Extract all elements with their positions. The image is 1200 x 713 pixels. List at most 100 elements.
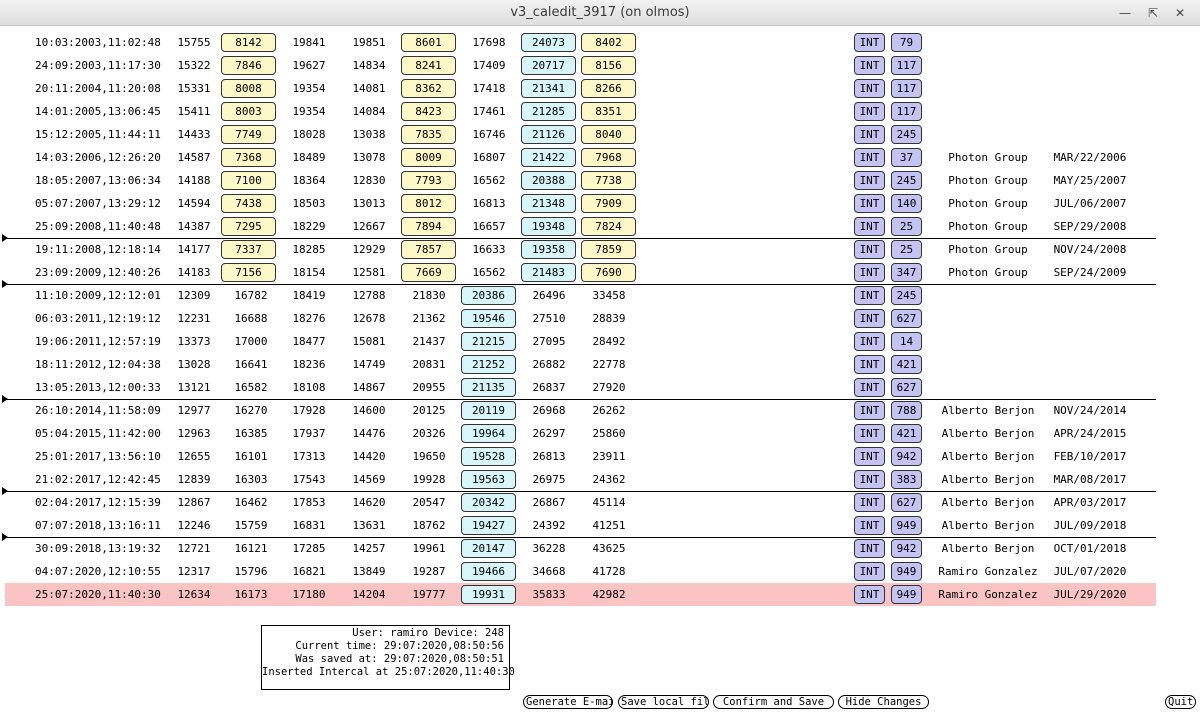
value-field[interactable]: 8142 <box>221 33 276 52</box>
minimize-icon[interactable]: — <box>1119 6 1131 20</box>
value-field[interactable]: 24073 <box>521 33 576 52</box>
type-button[interactable]: INT <box>854 263 885 282</box>
value-field[interactable]: 21483 <box>521 263 576 282</box>
restore-icon[interactable]: ⇱ <box>1147 6 1159 20</box>
type-button[interactable]: INT <box>854 217 885 236</box>
value-field[interactable]: 8362 <box>401 79 456 98</box>
type-button[interactable]: INT <box>854 378 885 397</box>
value-field[interactable]: 19964 <box>461 424 516 443</box>
code-button[interactable]: 245 <box>891 125 922 144</box>
code-button[interactable]: 14 <box>891 332 922 351</box>
code-button[interactable]: 25 <box>891 240 922 259</box>
code-button[interactable]: 383 <box>891 470 922 489</box>
type-button[interactable]: INT <box>854 516 885 535</box>
type-button[interactable]: INT <box>854 493 885 512</box>
value-field[interactable]: 7894 <box>401 217 456 236</box>
value-field[interactable]: 7690 <box>581 263 636 282</box>
value-field[interactable]: 20386 <box>461 286 516 305</box>
type-button[interactable]: INT <box>854 585 885 604</box>
type-button[interactable]: INT <box>854 125 885 144</box>
value-field[interactable]: 19348 <box>521 217 576 236</box>
value-field[interactable]: 7438 <box>221 194 276 213</box>
type-button[interactable]: INT <box>854 240 885 259</box>
value-field[interactable]: 21422 <box>521 148 576 167</box>
type-button[interactable]: INT <box>854 424 885 443</box>
code-button[interactable]: 347 <box>891 263 922 282</box>
code-button[interactable]: 421 <box>891 355 922 374</box>
code-button[interactable]: 421 <box>891 424 922 443</box>
value-field[interactable]: 20388 <box>521 171 576 190</box>
type-button[interactable]: INT <box>854 355 885 374</box>
value-field[interactable]: 21285 <box>521 102 576 121</box>
value-field[interactable]: 7846 <box>221 56 276 75</box>
code-button[interactable]: 949 <box>891 562 922 581</box>
type-button[interactable]: INT <box>854 79 885 98</box>
value-field[interactable]: 21135 <box>461 378 516 397</box>
value-field[interactable]: 7793 <box>401 171 456 190</box>
code-button[interactable]: 245 <box>891 171 922 190</box>
value-field[interactable]: 8012 <box>401 194 456 213</box>
value-field[interactable]: 7835 <box>401 125 456 144</box>
type-button[interactable]: INT <box>854 309 885 328</box>
code-button[interactable]: 245 <box>891 286 922 305</box>
value-field[interactable]: 19528 <box>461 447 516 466</box>
value-field[interactable]: 7909 <box>581 194 636 213</box>
quit-button[interactable]: Quit <box>1165 695 1196 709</box>
value-field[interactable]: 8009 <box>401 148 456 167</box>
value-field[interactable]: 7857 <box>401 240 456 259</box>
code-button[interactable]: 627 <box>891 493 922 512</box>
value-field[interactable]: 21341 <box>521 79 576 98</box>
value-field[interactable]: 21215 <box>461 332 516 351</box>
value-field[interactable]: 7824 <box>581 217 636 236</box>
type-button[interactable]: INT <box>854 194 885 213</box>
generate-email-button[interactable]: Generate E-mail <box>523 695 613 709</box>
code-button[interactable]: 942 <box>891 447 922 466</box>
type-button[interactable]: INT <box>854 332 885 351</box>
code-button[interactable]: 788 <box>891 401 922 420</box>
type-button[interactable]: INT <box>854 401 885 420</box>
type-button[interactable]: INT <box>854 539 885 558</box>
value-field[interactable]: 8008 <box>221 79 276 98</box>
value-field[interactable]: 7100 <box>221 171 276 190</box>
value-field[interactable]: 8423 <box>401 102 456 121</box>
value-field[interactable]: 7738 <box>581 171 636 190</box>
value-field[interactable]: 7337 <box>221 240 276 259</box>
value-field[interactable]: 8402 <box>581 33 636 52</box>
value-field[interactable]: 20119 <box>461 401 516 420</box>
value-field[interactable]: 7368 <box>221 148 276 167</box>
code-button[interactable]: 949 <box>891 585 922 604</box>
save-local-file-button[interactable]: Save local file <box>618 695 709 709</box>
value-field[interactable]: 7749 <box>221 125 276 144</box>
type-button[interactable]: INT <box>854 171 885 190</box>
code-button[interactable]: 140 <box>891 194 922 213</box>
code-button[interactable]: 79 <box>891 33 922 52</box>
value-field[interactable]: 7669 <box>401 263 456 282</box>
value-field[interactable]: 20717 <box>521 56 576 75</box>
code-button[interactable]: 627 <box>891 378 922 397</box>
code-button[interactable]: 117 <box>891 56 922 75</box>
code-button[interactable]: 942 <box>891 539 922 558</box>
value-field[interactable]: 19466 <box>461 562 516 581</box>
type-button[interactable]: INT <box>854 286 885 305</box>
value-field[interactable]: 20147 <box>461 539 516 558</box>
type-button[interactable]: INT <box>854 33 885 52</box>
hide-changes-button[interactable]: Hide Changes <box>838 695 929 709</box>
code-button[interactable]: 627 <box>891 309 922 328</box>
confirm-and-save-button[interactable]: Confirm and Save <box>713 695 834 709</box>
value-field[interactable]: 8156 <box>581 56 636 75</box>
code-button[interactable]: 37 <box>891 148 922 167</box>
code-button[interactable]: 117 <box>891 79 922 98</box>
value-field[interactable]: 8351 <box>581 102 636 121</box>
type-button[interactable]: INT <box>854 470 885 489</box>
value-field[interactable]: 19358 <box>521 240 576 259</box>
value-field[interactable]: 7859 <box>581 240 636 259</box>
value-field[interactable]: 7156 <box>221 263 276 282</box>
value-field[interactable]: 7968 <box>581 148 636 167</box>
value-field[interactable]: 21126 <box>521 125 576 144</box>
value-field[interactable]: 19427 <box>461 516 516 535</box>
value-field[interactable]: 21252 <box>461 355 516 374</box>
code-button[interactable]: 117 <box>891 102 922 121</box>
value-field[interactable]: 21348 <box>521 194 576 213</box>
value-field[interactable]: 7295 <box>221 217 276 236</box>
close-icon[interactable]: ✕ <box>1174 6 1186 20</box>
